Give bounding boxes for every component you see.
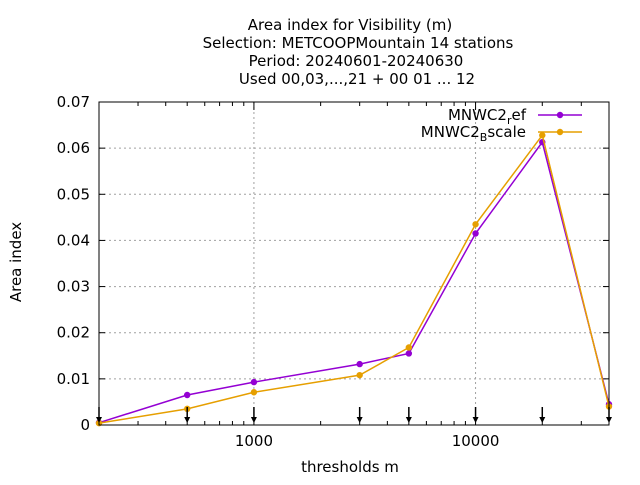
y-tick-label: 0.02 [57, 324, 90, 342]
series-group [95, 132, 613, 427]
series-point-1 [356, 360, 363, 368]
series-point-2 [356, 371, 363, 379]
legend-marker [556, 111, 564, 119]
series-point-1 [472, 230, 479, 237]
y-tick-label: 0.07 [57, 93, 90, 111]
y-tick-label: 0.04 [57, 231, 90, 249]
threshold-arrow-head [356, 417, 363, 423]
threshold-arrow-head [539, 417, 546, 423]
series-point-1 [250, 378, 258, 386]
title-line-2: Selection: METCOOPMountain 14 stations [203, 34, 514, 52]
axis-ticks: 0 0.01 0.02 0.03 0.04 0.05 0.06 0.07 1000 10000 [57, 93, 609, 450]
series-point-2 [472, 221, 479, 228]
grid [99, 102, 609, 425]
threshold-arrow-head [472, 417, 479, 423]
y-tick-label: 0.03 [57, 278, 90, 296]
title-line-1: Area index for Visibility (m) [248, 16, 452, 34]
y-tick-label: 0 [80, 416, 90, 434]
y-tick-label: 0.06 [57, 139, 90, 157]
y-tick-label: 0.05 [57, 185, 90, 203]
threshold-arrow-head [405, 417, 412, 423]
y-axis-label: Area index [7, 222, 25, 302]
x-tick-label: 1000 [235, 432, 273, 450]
series-point-1 [405, 350, 413, 357]
chart-title: Area index for Visibility (m) Selection:… [203, 16, 514, 88]
series-line-1 [98, 140, 610, 424]
series-point-2 [250, 389, 258, 396]
title-line-4: Used 00,03,...,21 + 00 01 ... 12 [239, 70, 475, 88]
legend-label: MNWC2ref [448, 106, 527, 127]
legend-label: MNWC2Bscale [421, 123, 526, 144]
y-tick-label: 0.01 [57, 370, 90, 388]
series-point-1 [183, 391, 191, 399]
x-tick-label: 10000 [452, 432, 500, 450]
threshold-arrow-head [184, 417, 191, 423]
series-line-2 [98, 133, 610, 424]
series-point-2 [405, 344, 413, 351]
title-line-3: Period: 20240601-20240630 [249, 52, 464, 70]
series-point-2 [539, 132, 546, 139]
threshold-arrow-head [606, 417, 612, 423]
threshold-arrow-head [250, 417, 257, 423]
plot-frame [98, 101, 610, 426]
legend-marker [556, 128, 564, 136]
x-axis-label: thresholds m [301, 458, 399, 476]
threshold-arrow-head [96, 417, 102, 423]
threshold-markers [96, 407, 612, 423]
